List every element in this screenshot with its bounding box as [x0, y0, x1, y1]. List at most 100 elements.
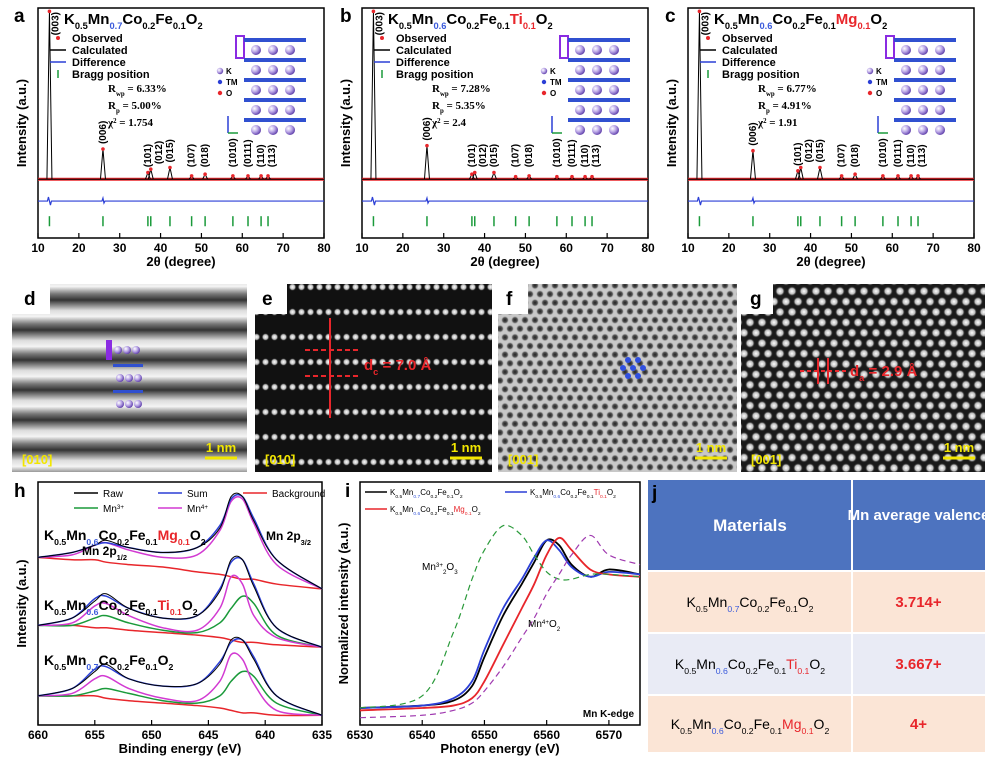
calculated-peak [749, 150, 756, 180]
subscript: a [859, 373, 865, 383]
inset-atom [575, 105, 585, 115]
subscript: 0.1 [173, 21, 186, 31]
legend-label: Bragg position [72, 69, 150, 81]
curve [37, 556, 323, 590]
superscript: 4+ [542, 619, 549, 626]
x-tick-label: 635 [312, 728, 332, 742]
formula-part: O [454, 488, 460, 497]
x-tick-label: 650 [142, 728, 162, 742]
subscript: 0.1 [587, 494, 594, 500]
formula-part: Ti [594, 488, 601, 497]
peak-label: (0111) [893, 139, 904, 167]
formula-part: K [671, 716, 681, 732]
tem-image-f [498, 284, 737, 472]
formula-part: R [108, 83, 117, 95]
formula-part: K [388, 11, 399, 28]
inset-legend-marker [216, 67, 224, 75]
plot-frame [37, 481, 323, 726]
subscript: 0.1 [801, 726, 813, 736]
y-axis-label: Intensity (a.u.) [14, 79, 29, 167]
peak-label: (012) [154, 141, 165, 164]
peak-label: (015) [165, 139, 176, 162]
inset-atom [918, 85, 928, 95]
subscript: 0.2 [757, 604, 769, 614]
formula-part: Fe [479, 11, 497, 28]
formula-part: Fe [129, 652, 146, 668]
x-tick-label: 40 [478, 241, 492, 255]
inset-atom [901, 105, 911, 115]
inset-atom [268, 65, 278, 75]
peak-label: (101) [793, 142, 804, 165]
inset-layer [244, 58, 306, 62]
inset-atom [918, 65, 928, 75]
valence-cell: 3.714+ [895, 594, 942, 611]
formula-part: Sum [187, 489, 208, 500]
superscript: 3+ [117, 504, 124, 511]
panel-label: b [340, 6, 352, 27]
panel-title: K0.5Mn0.7Co0.2Fe0.1O2 [64, 11, 203, 31]
formula-part: Mg [158, 527, 178, 543]
inset-layer [894, 38, 956, 42]
calculated-peak [370, 11, 377, 180]
inset-legend-marker [541, 90, 547, 96]
curve [37, 652, 323, 717]
fit-stat: Rp = 5.00% [108, 100, 162, 115]
fit-stat: Rwp = 6.77% [758, 83, 817, 98]
superscript: 4+ [201, 504, 208, 511]
observed-point [798, 165, 803, 170]
observed-point [570, 174, 574, 179]
legend-label: Difference [72, 57, 126, 69]
subscript: 0.2 [746, 666, 758, 676]
formula-part: O [809, 656, 820, 672]
x-tick-label: 40 [804, 241, 818, 255]
formula-part: = 1.754 [117, 117, 154, 129]
x-tick-label: 80 [641, 241, 655, 255]
subscript: 3 [454, 569, 458, 576]
scale-label: 1 nm [944, 440, 974, 455]
inset-layer [568, 38, 630, 42]
inset-layer [894, 98, 956, 102]
panel-label: j [651, 483, 657, 504]
observed-point [583, 174, 587, 179]
subscript: 0.1 [146, 607, 158, 617]
label-box [741, 284, 773, 314]
formula-part: O [870, 11, 882, 28]
subscript: 0.2 [742, 726, 754, 736]
formula-part: Fe [155, 11, 173, 28]
observed-point [203, 172, 207, 177]
x-axis-label: 2θ (degree) [470, 254, 539, 269]
x-tick-label: 20 [396, 241, 410, 255]
inset-atom [609, 85, 619, 95]
subscript: 2 [478, 511, 481, 517]
inset-atom [285, 45, 295, 55]
formula-part: Co [728, 656, 746, 672]
inset-legend-label: TM [876, 78, 888, 87]
formula-part: R [108, 100, 117, 112]
plot-frame [361, 7, 649, 239]
formula-part: Mn [103, 504, 117, 515]
observed-point [839, 174, 844, 178]
subscript: 0.1 [465, 511, 472, 517]
formula-part: O [182, 597, 193, 613]
subscript: 0.5 [680, 726, 692, 736]
legend-label: K0.5Mn0.6Co0.2Fe0.1Mg0.1O2 [390, 505, 481, 517]
fit-stat: χ2 = 1.754 [107, 117, 154, 129]
subscript: 0.5 [395, 494, 402, 500]
inset-atom [609, 65, 619, 75]
formula-part: O [186, 11, 198, 28]
panel-title: K0.5Mn0.6Co0.2Fe0.1Mg0.1O2 [714, 11, 887, 31]
subscript: 0.2 [570, 494, 577, 500]
zone-axis: [001] [751, 452, 781, 467]
subscript: 0.1 [797, 666, 809, 676]
table-header [648, 480, 985, 570]
formula-part: O [798, 594, 809, 610]
formula-part: Co [560, 488, 571, 497]
legend-label: Mn3+ [103, 504, 124, 516]
curve [359, 536, 641, 712]
subscript: 3/2 [301, 538, 311, 547]
inset-atom [251, 125, 261, 135]
subscript: 2 [809, 604, 814, 614]
label-box [12, 284, 50, 314]
inset-atom [901, 125, 911, 135]
